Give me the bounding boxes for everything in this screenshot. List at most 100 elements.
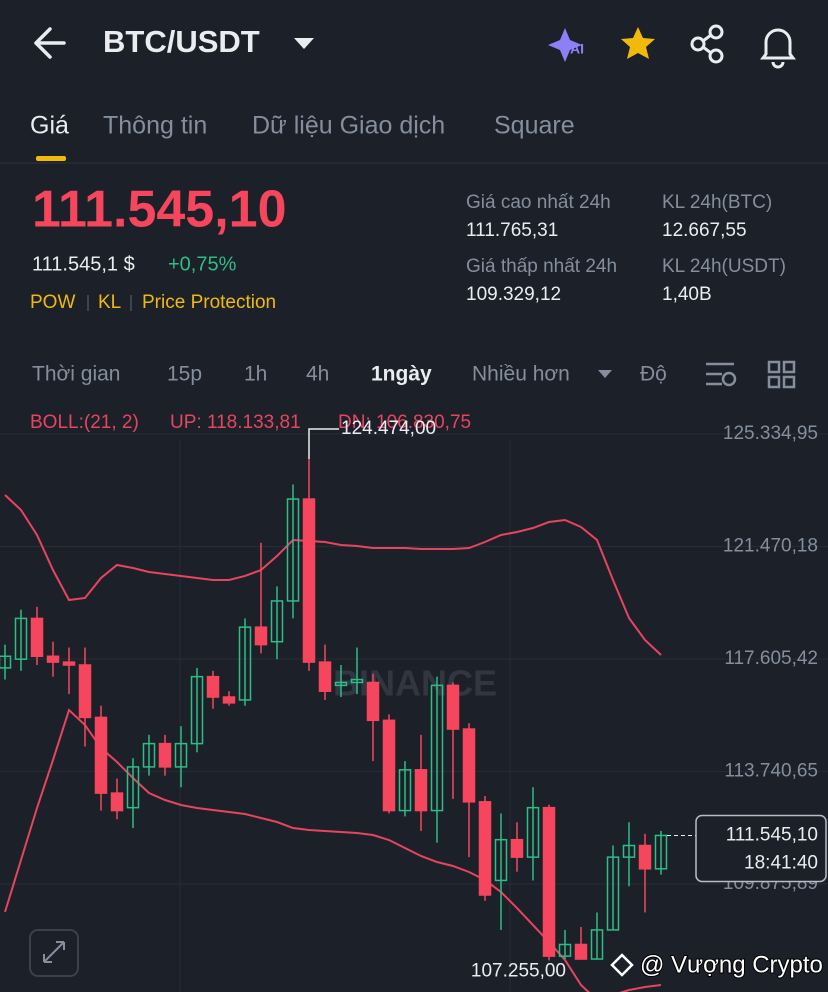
candle-body	[350, 678, 364, 684]
stat-value: 111.765,31	[466, 220, 558, 241]
candle-body	[414, 769, 428, 812]
credit: @ Vượng Crypto	[640, 951, 823, 978]
indicator-settings[interactable]	[706, 362, 737, 387]
candle-body	[206, 675, 220, 698]
candle-body	[270, 600, 284, 643]
last-price: 111.545,10	[32, 181, 287, 239]
interval[interactable]: Thời gian	[32, 363, 120, 386]
tag[interactable]: POW	[30, 292, 75, 313]
candle-body	[190, 675, 204, 745]
tag[interactable]: KL	[98, 292, 121, 313]
countdown: 18:41:40	[744, 852, 818, 873]
candle-body	[30, 617, 44, 658]
candle-body	[286, 498, 300, 602]
y-tick-label: 121.470,18	[723, 536, 818, 557]
interval[interactable]: 15p	[167, 363, 202, 386]
y-tick-label: 113.740,65	[724, 761, 818, 782]
stat-label: Giá thấp nhất 24h	[466, 256, 617, 277]
candle-body	[398, 769, 412, 812]
tag[interactable]: Price Protection	[142, 292, 276, 313]
stat-value: 12.667,55	[662, 220, 747, 241]
candle-body	[526, 806, 540, 858]
share-button[interactable]	[690, 24, 724, 64]
candle-body	[14, 617, 28, 660]
interval-active[interactable]: 1ngày	[371, 363, 432, 386]
candle-body	[126, 766, 140, 809]
candle-body	[238, 626, 252, 701]
usd-price: 111.545,1 $	[32, 253, 135, 275]
candle-body	[622, 844, 636, 858]
candle-body	[78, 664, 92, 719]
candle-body	[254, 626, 268, 646]
pair-title[interactable]: BTC/USDT	[103, 24, 260, 59]
indicator-name: BOLL:(21, 2)	[30, 412, 139, 433]
candle-body	[494, 838, 508, 882]
last-price-box	[695, 814, 827, 883]
max-pointer	[308, 428, 339, 460]
tab[interactable]: Giá	[30, 112, 69, 140]
tab[interactable]: Dữ liệu Giao dịch	[252, 112, 445, 140]
stat-label: KL 24h(USDT)	[662, 256, 786, 277]
ai-button[interactable]: AI	[548, 28, 584, 62]
stat-value: 1,40B	[662, 284, 712, 305]
back-button[interactable]	[34, 27, 66, 59]
candle-body	[158, 742, 172, 768]
expand-icon	[43, 941, 65, 963]
candle-body	[542, 806, 556, 957]
candle-body	[142, 742, 156, 768]
tab[interactable]: Square	[494, 112, 575, 140]
layout-button[interactable]	[767, 360, 796, 389]
pair-dropdown[interactable]	[294, 38, 314, 49]
candle-body	[46, 655, 60, 663]
candle-body	[606, 856, 620, 931]
credit-logo	[610, 953, 634, 977]
candle-body	[558, 943, 572, 957]
notification-bell[interactable]	[760, 28, 796, 69]
candle-body	[590, 929, 604, 960]
candle-body	[462, 728, 476, 803]
candle-body	[94, 716, 108, 794]
candle-body	[0, 655, 12, 669]
candle-body	[510, 838, 524, 858]
last-price-label: 111.545,10	[726, 824, 818, 845]
tab-indicator	[36, 156, 66, 161]
expand-button[interactable]	[29, 929, 79, 977]
indicator-up: UP: 118.133,81	[170, 412, 301, 433]
candle-body	[638, 844, 652, 870]
candle-body	[62, 661, 76, 666]
candle-body	[430, 684, 444, 812]
more-dropdown[interactable]	[598, 370, 612, 378]
candle-body	[222, 696, 236, 704]
candle-body	[446, 684, 460, 730]
y-tick-label: 117.605,42	[724, 648, 818, 669]
min-label: 107.255,00	[471, 960, 566, 981]
interval[interactable]: 1h	[244, 363, 267, 386]
stat-value: 109.329,12	[466, 284, 561, 305]
candle-body	[478, 801, 492, 896]
svg-text:AI: AI	[570, 41, 584, 57]
favorite-star[interactable]	[621, 27, 655, 59]
y-tick-label: 125.334,95	[723, 423, 818, 444]
candle-body	[302, 498, 316, 663]
candle-body	[382, 719, 396, 812]
candle-body	[574, 943, 588, 960]
interval[interactable]: 4h	[306, 363, 329, 386]
candle-body	[110, 792, 124, 812]
candle-body	[366, 681, 380, 722]
stat-label: KL 24h(BTC)	[662, 192, 772, 213]
candle-body	[318, 661, 332, 692]
interval[interactable]: Độ	[640, 363, 667, 386]
interval[interactable]: Nhiều hơn	[472, 363, 570, 386]
price-change: +0,75%	[168, 253, 237, 275]
candle-body	[334, 681, 348, 687]
indicator-dn: DN: 106.830,75	[338, 412, 471, 433]
candle-body	[174, 742, 188, 768]
plot-area	[0, 433, 828, 992]
candle-body	[654, 834, 668, 870]
band-line	[4, 494, 662, 656]
tab[interactable]: Thông tin	[103, 112, 207, 140]
max-label: 124.474,00	[341, 418, 436, 439]
